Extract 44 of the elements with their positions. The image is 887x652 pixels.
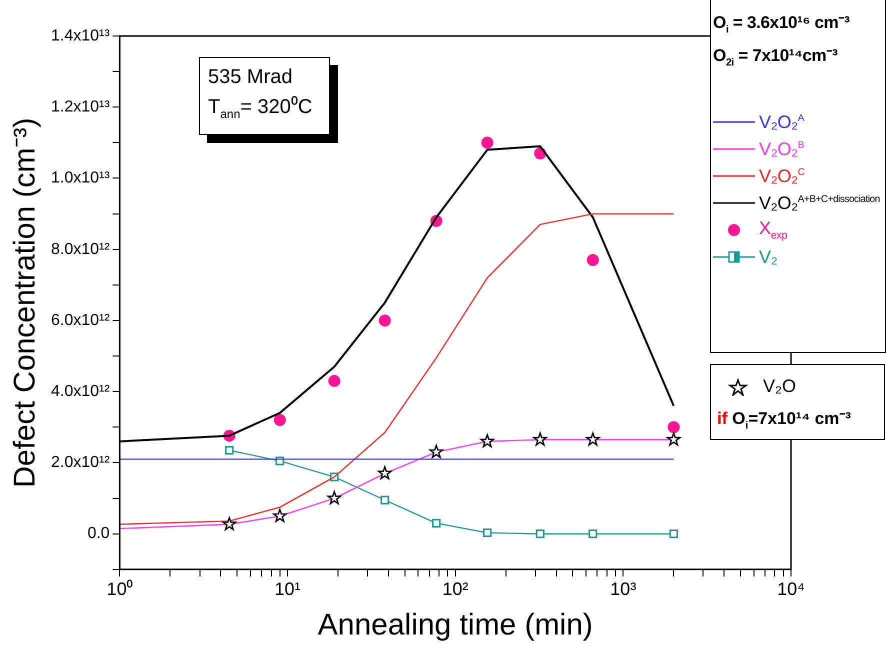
y-tick-label: 8.0x10¹² — [50, 240, 110, 258]
legend-label: V₂O₂$^{C}$ — [759, 166, 805, 187]
y-axis-title: Defect Concentration (cm⁻³) — [8, 118, 42, 488]
point — [378, 314, 391, 326]
x-tick-label: 10² — [442, 579, 468, 600]
legend-label: V₂O — [763, 376, 796, 397]
y-tick-label: 1.2x10¹³ — [50, 98, 110, 116]
point — [588, 530, 598, 538]
annotation: O$_{2i}$ = 7x10¹⁴cm⁻³ — [713, 46, 838, 69]
point — [222, 517, 236, 530]
y-tick-label: 1.0x10¹³ — [50, 170, 110, 187]
point — [533, 432, 548, 446]
y-tick-label: 0.0 — [87, 525, 110, 542]
point — [432, 518, 441, 528]
text: O$_{i}$ = 3.6x10¹⁶ cm⁻³ — [713, 12, 850, 36]
point — [536, 530, 544, 538]
legend-label: V₂O₂$^{A+B+C+dissociation}$ — [759, 192, 880, 214]
x-axis-title: Annealing time (min) — [318, 608, 593, 642]
y-tick-label: 6.0x10¹² — [50, 312, 110, 329]
y-tick-label: 1.4x10¹³ — [50, 27, 110, 44]
point — [378, 466, 392, 480]
x-tick-label: 10¹ — [274, 579, 301, 600]
legend-label: V₂ — [759, 246, 778, 268]
x-tick-label: 10⁰ — [106, 579, 133, 600]
y-tick-label: 4.0x10¹² — [50, 383, 110, 400]
point — [586, 432, 600, 446]
point — [481, 136, 494, 149]
point — [274, 414, 286, 426]
annotation: T$_{ann}$= 320⁰C — [208, 95, 314, 123]
annotation: 535 Mrad — [208, 65, 294, 90]
point — [272, 508, 287, 522]
point — [429, 444, 444, 458]
point — [586, 254, 599, 266]
x-tick-label: 10³ — [610, 579, 636, 600]
point — [480, 434, 494, 448]
point — [225, 446, 234, 455]
point — [483, 528, 492, 538]
legend-label: V₂O₂$^{B}$ — [759, 138, 804, 160]
point — [380, 496, 390, 504]
x-tick-label: 10⁴ — [777, 579, 805, 600]
y-tick-label: 2.0x10¹² — [50, 454, 110, 472]
legend-label: X$_{exp}$ — [759, 218, 788, 242]
legend-label: V₂O₂$^{A}$ — [759, 112, 804, 133]
annotation: if O$_{i}$=7x10¹⁴ cm⁻³ — [717, 408, 852, 432]
